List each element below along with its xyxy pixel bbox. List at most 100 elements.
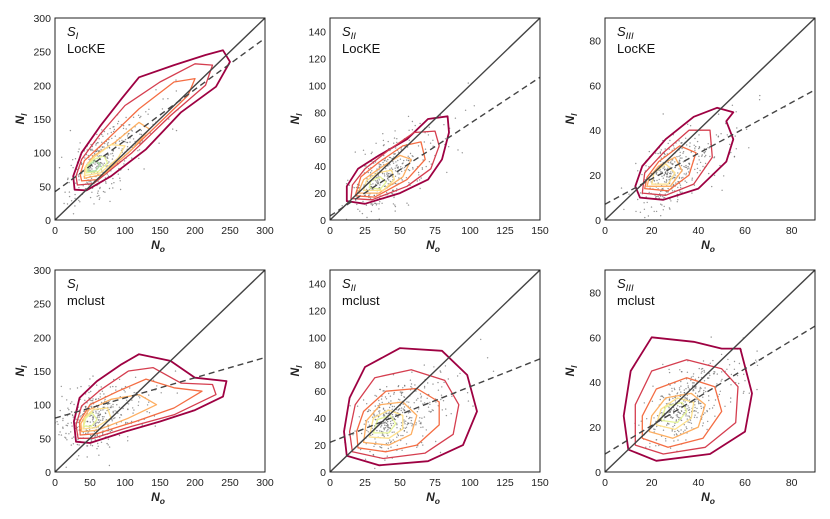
scatter-point [675, 182, 677, 184]
scatter-point [748, 392, 750, 394]
scatter-point [705, 154, 707, 157]
scatter-point [368, 168, 370, 170]
scatter-point [370, 434, 372, 436]
scatter-point [383, 436, 385, 438]
scatter-point [675, 414, 678, 416]
scatter-point [685, 388, 687, 390]
scatter-point [419, 187, 421, 190]
y-axis-label-symbol: N [563, 368, 577, 377]
scatter-point [390, 424, 393, 427]
scatter-point [69, 402, 72, 405]
scatter-point [700, 405, 702, 407]
scatter-point [96, 133, 98, 136]
set-subscript: II [351, 31, 357, 42]
x-axis-label: No [426, 490, 440, 506]
scatter-point [85, 405, 87, 408]
scatter-point [355, 186, 358, 189]
scatter-point [89, 196, 92, 199]
scatter-point [412, 166, 414, 169]
scatter-point [648, 150, 650, 153]
scatter-point [662, 177, 664, 179]
scatter-point [390, 446, 392, 448]
density-contour-3 [644, 145, 697, 192]
scatter-point [91, 419, 94, 421]
scatter-point [454, 117, 457, 119]
scatter-point [107, 427, 110, 430]
scatter-point [129, 124, 131, 126]
scatter-point [407, 412, 410, 414]
scatter-point [386, 175, 388, 177]
scatter-point [95, 142, 98, 145]
scatter-point [669, 414, 672, 416]
scatter-point [393, 196, 395, 199]
scatter-point [671, 387, 673, 390]
scatter-point [721, 371, 723, 373]
density-contour-5 [83, 143, 126, 177]
scatter-point [686, 394, 688, 397]
set-subscript: I [76, 283, 79, 294]
scatter-point [420, 400, 422, 402]
scatter-point [378, 203, 380, 205]
scatter-point [697, 396, 699, 398]
density-contour-5 [368, 409, 404, 439]
scatter-point [388, 172, 390, 175]
y-tick-label: 40 [589, 125, 601, 137]
scatter-point [677, 416, 680, 419]
scatter-point [697, 401, 700, 403]
scatter-point [147, 113, 149, 115]
scatter-point [698, 134, 700, 136]
scatter-point [377, 182, 380, 185]
scatter-point [385, 425, 387, 427]
scatter-point [703, 152, 706, 154]
scatter-point [677, 439, 679, 441]
scatter-point [112, 177, 114, 180]
scatter-point [382, 161, 384, 164]
x-tick-label: 20 [646, 477, 658, 489]
scatter-point [756, 388, 758, 391]
scatter-point [378, 179, 380, 181]
scatter-point [112, 150, 114, 152]
scatter-point [407, 204, 410, 206]
scatter-point [422, 444, 424, 446]
scatter-point [730, 397, 732, 399]
scatter-point [690, 151, 692, 153]
scatter-point [401, 179, 403, 181]
scatter-point [97, 419, 100, 421]
scatter-point [679, 369, 681, 371]
scatter-point [78, 174, 80, 176]
x-axis-label-symbol: N [151, 490, 160, 504]
x-tick-label: 125 [496, 225, 514, 237]
x-axis-label-subscript: o [160, 496, 165, 506]
scatter-point [664, 168, 666, 170]
x-tick-label: 150 [151, 477, 169, 489]
scatter-point [699, 161, 702, 164]
density-contour-2 [350, 130, 440, 201]
scatter-point [75, 418, 78, 420]
scatter-point [402, 434, 404, 437]
scatter-point [675, 407, 678, 410]
scatter-point [107, 403, 109, 406]
scatter-point [98, 138, 100, 140]
scatter-point [347, 179, 349, 181]
scatter-point [660, 215, 662, 217]
scatter-point [427, 406, 430, 408]
scatter-point [669, 139, 671, 142]
scatter-point [67, 422, 69, 425]
scatter-point [78, 419, 80, 421]
scatter-point [99, 186, 101, 189]
scatter-point [386, 172, 388, 174]
plot-frame [604, 17, 816, 221]
scatter-point [88, 181, 90, 183]
scatter-point [408, 169, 411, 172]
scatter-point [96, 448, 98, 450]
scatter-point [68, 195, 71, 198]
scatter-point [685, 426, 687, 428]
scatter-point [132, 407, 134, 409]
scatter-point [82, 185, 84, 187]
scatter-point [693, 416, 696, 418]
scatter-point [394, 170, 397, 172]
scatter-point [91, 165, 94, 167]
scatter-point [394, 175, 397, 177]
scatter-point [365, 204, 368, 206]
scatter-point [348, 184, 350, 186]
